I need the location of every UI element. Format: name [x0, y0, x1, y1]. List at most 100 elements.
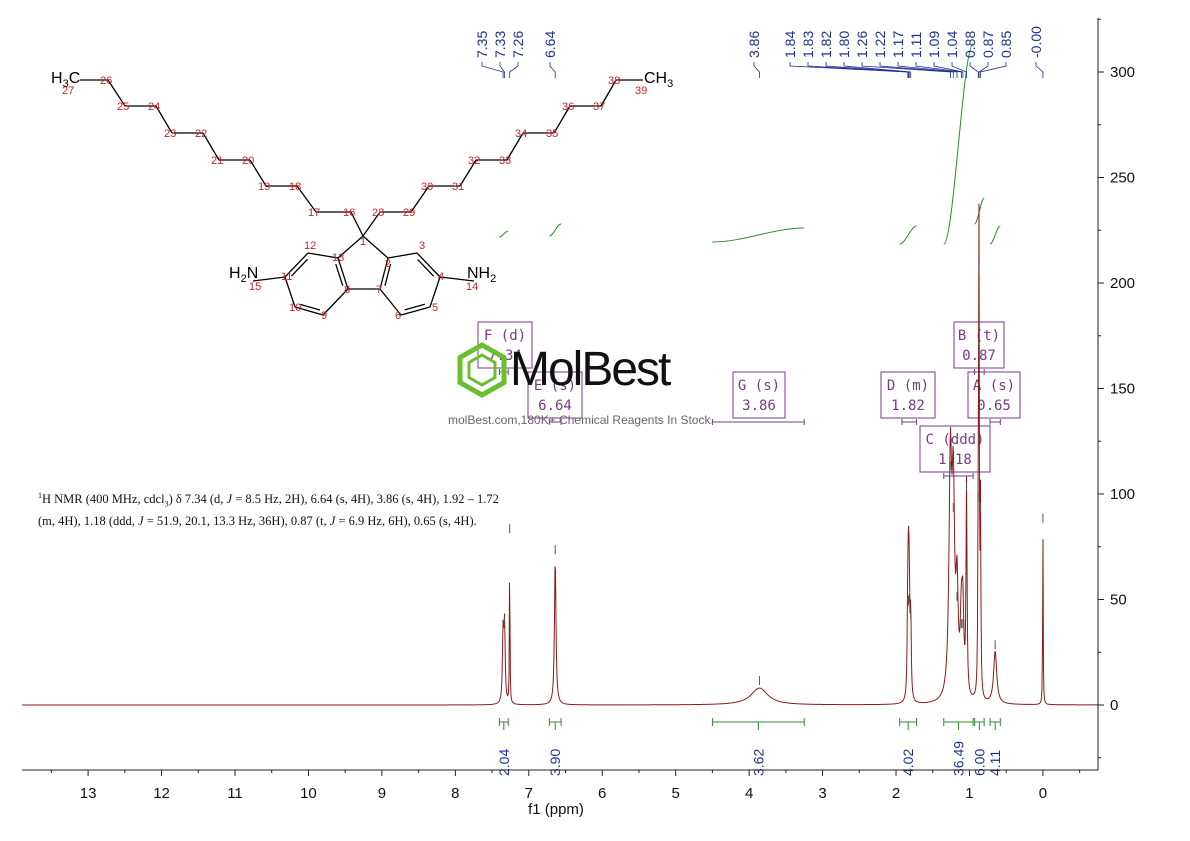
multiplet-box — [967, 371, 1021, 419]
peak-label: 1.22 — [872, 31, 888, 58]
multiplet-shift: 1.18 — [938, 452, 972, 468]
x-tick-label: 3 — [818, 785, 826, 802]
structure-atom-numbers: 1234567891011121314151617181920212223242… — [62, 75, 647, 322]
peak-label: 1.84 — [782, 31, 798, 58]
atom-number: 2 — [385, 258, 391, 270]
atom-number: 20 — [242, 155, 254, 167]
atom-number: 19 — [258, 181, 270, 193]
multiplet-box — [919, 425, 991, 473]
multiplet-title: F (d) — [484, 328, 526, 344]
right-methyl-group: CH3 — [644, 70, 673, 90]
atom-number: 31 — [452, 181, 464, 193]
multiplet-shift: 6.64 — [538, 398, 572, 414]
multiplet-title: A (s) — [973, 378, 1015, 394]
atom-number: 32 — [468, 155, 480, 167]
peak-label: 1.04 — [944, 31, 960, 58]
x-tick-label: 12 — [153, 785, 170, 802]
atom-number: 6 — [395, 310, 401, 322]
atom-number: 14 — [466, 281, 478, 293]
multiplet-shift: 1.82 — [891, 398, 925, 414]
double-bond — [404, 303, 426, 311]
nmr-summary-text: 1H NMR (400 MHz, cdcl3) δ 7.34 (d, J = 8… — [38, 487, 598, 530]
peak-label-connector — [825, 62, 910, 78]
peak-label-connector — [879, 62, 954, 78]
atom-number: 8 — [344, 284, 350, 296]
bond — [202, 132, 220, 161]
atom-number: 5 — [432, 302, 438, 314]
multiplet-box — [880, 371, 936, 419]
peak-label-connector — [951, 62, 967, 78]
x-tick-label: 13 — [80, 785, 97, 802]
atom-number: 34 — [515, 128, 527, 140]
bond — [337, 235, 364, 259]
peak-label-connector — [843, 62, 912, 78]
bond — [416, 252, 441, 278]
double-bond — [300, 303, 321, 311]
atom-number: 11 — [281, 271, 292, 283]
atom-number: 7 — [376, 284, 382, 296]
atom-number: 25 — [117, 101, 129, 113]
bond — [400, 306, 431, 316]
atom-number: 16 — [343, 207, 355, 219]
summary-line-1: 1H NMR (400 MHz, cdcl3) δ 7.34 (d, J = 8… — [38, 491, 499, 509]
bond — [379, 288, 402, 316]
integral-curve — [989, 225, 1001, 245]
x-tick-label: 4 — [745, 785, 753, 802]
peak-label: 1.11 — [908, 32, 924, 58]
structure-bonds — [80, 79, 643, 316]
double-bond — [417, 258, 435, 277]
peak-label-connector — [481, 62, 504, 78]
peak-label: 6.64 — [542, 31, 558, 58]
x-tick-label: 0 — [1039, 785, 1047, 802]
peak-markers — [502, 264, 1044, 686]
peak-label-connector — [933, 62, 964, 78]
peak-label: 7.35 — [474, 31, 490, 58]
integral-value: 6.00 — [971, 749, 987, 776]
peak-label-connector — [980, 62, 1007, 78]
double-bond — [290, 258, 309, 277]
peak-label: 1.80 — [836, 31, 852, 58]
bond — [410, 185, 430, 213]
x-tick-label: 1 — [965, 785, 973, 802]
atom-number: 39 — [635, 85, 647, 97]
atom-number: 30 — [421, 181, 433, 193]
watermark-brand-name: MolBest — [510, 343, 671, 396]
multiplet-title: C (ddd) — [925, 432, 984, 448]
spectrum-line — [22, 203, 1098, 706]
bond — [387, 252, 418, 259]
bond — [362, 211, 381, 237]
multiplet-title: D (m) — [887, 378, 929, 394]
integral-curve — [943, 43, 974, 245]
integral-value: 36.49 — [950, 741, 966, 776]
bond — [350, 211, 364, 237]
atom-number: 36 — [562, 101, 574, 113]
x-axis: 13 12 11 10 9 8 7 6 5 4 3 2 1 0 — [22, 769, 1098, 802]
integral-value: 2.04 — [496, 749, 512, 776]
atom-number: 15 — [249, 281, 261, 293]
atom-number: 17 — [308, 207, 320, 219]
multiplet-title: E (s) — [534, 378, 576, 394]
atom-number: 38 — [608, 75, 620, 87]
peak-label: 0.87 — [980, 31, 996, 58]
atom-number: 4 — [438, 271, 444, 283]
peak-label: 1.82 — [818, 31, 834, 58]
multiplet-box — [732, 371, 786, 419]
integral-value: 4.02 — [900, 749, 916, 776]
watermark: MolBest molBest.com,180K+ Chemical Reage… — [448, 340, 752, 435]
peak-labels: 7.35 7.33 7.26 6.64 3.86 1.84 1.83 1.82 1.80 1.26… — [474, 26, 1044, 78]
molecule-structure: 1234567891011121314151617181920212223242… — [51, 70, 673, 322]
right-amine-group: NH2 — [467, 265, 496, 285]
y-tick-label: 200 — [1110, 275, 1135, 292]
atom-number: 9 — [321, 310, 327, 322]
atom-number: 33 — [499, 155, 511, 167]
atom-number: 21 — [211, 155, 223, 167]
x-tick-label: 10 — [300, 785, 317, 802]
peak-label: -0.00 — [1028, 26, 1044, 58]
bond — [553, 105, 571, 134]
bond — [284, 276, 296, 308]
x-axis-label: f1 (ppm) — [528, 801, 584, 818]
peak-label-connector — [978, 62, 989, 78]
double-bond — [335, 263, 344, 286]
bond — [294, 306, 324, 316]
